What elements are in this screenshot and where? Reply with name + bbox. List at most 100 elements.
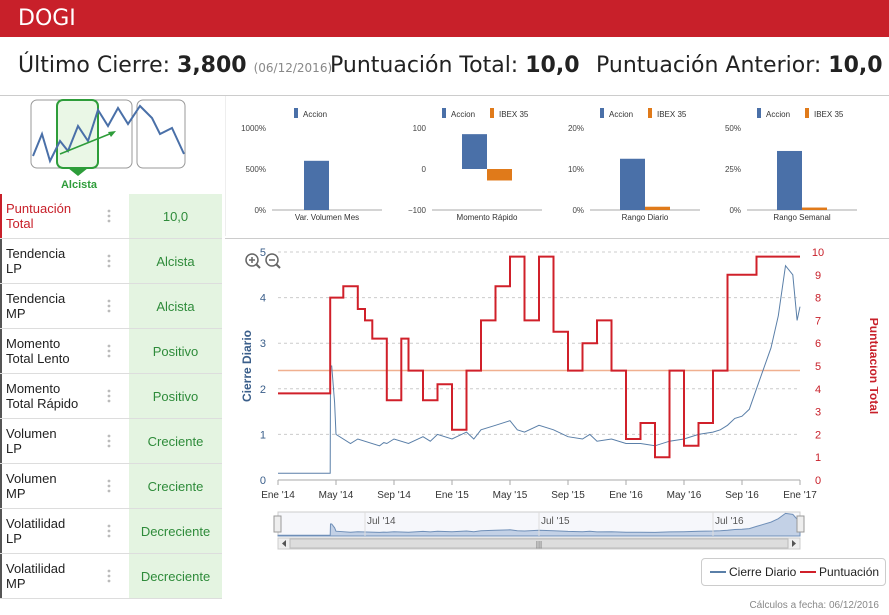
- scroll-right-icon[interactable]: [792, 540, 796, 547]
- zoom-in-icon[interactable]: [245, 253, 261, 269]
- navigator-tick: Jul '16: [715, 516, 744, 527]
- score-row[interactable]: Volumen MP Creciente: [0, 464, 222, 509]
- bar-accion: [462, 134, 487, 169]
- info-dots-icon[interactable]: [106, 298, 112, 314]
- y-left-tick: 3: [260, 338, 266, 350]
- y-right-title: Puntuacion Total: [867, 318, 878, 414]
- legend-score-label[interactable]: Puntuación: [819, 565, 880, 579]
- score-name-line1: Momento: [6, 381, 61, 396]
- legend-swatch: [600, 108, 604, 118]
- prev-score: Puntuación Anterior: 10,0: [596, 53, 883, 78]
- score-name-line1: Volatilidad: [6, 516, 66, 531]
- info-dots-icon[interactable]: [106, 208, 112, 224]
- score-name: Momento Total Lento: [0, 329, 124, 373]
- zoom-out-icon[interactable]: [265, 253, 281, 269]
- score-name: Momento Total Rápido: [0, 374, 124, 418]
- legend-swatch: [442, 108, 446, 118]
- y-tick-label: 10%: [568, 165, 584, 174]
- prev-score-value: 10,0: [828, 53, 883, 78]
- score-name-line2: Total: [6, 216, 34, 231]
- zoom-in-lens: [245, 253, 259, 267]
- scroll-left-icon[interactable]: [282, 540, 286, 547]
- y-right-tick: 6: [815, 338, 821, 350]
- info-dots-icon[interactable]: [106, 523, 112, 539]
- mini-chart-svg: Accion IBEX 35 100 0 −100 Momento Rápido: [408, 108, 542, 222]
- total-score-value: 10,0: [525, 53, 580, 78]
- bar-accion: [304, 160, 329, 210]
- y-right-tick: 7: [815, 315, 821, 327]
- navigator-handle-left[interactable]: [273, 515, 282, 533]
- legend-price-label[interactable]: Cierre Diario: [729, 565, 797, 579]
- score-row[interactable]: Tendencia MP Alcista: [0, 284, 222, 329]
- info-dots-icon[interactable]: [106, 388, 112, 404]
- mini-chart-svg: Accion IBEX 35 20% 10% 0% Rango Diario: [568, 108, 700, 222]
- summary-bar: Último Cierre: 3,800 (06/12/2016) Puntua…: [0, 37, 889, 96]
- score-name-line2: Total Lento: [6, 351, 70, 366]
- navigator-handle-right[interactable]: [796, 515, 805, 533]
- score-series-line: [278, 255, 800, 459]
- y-tick-label: 0%: [254, 206, 266, 215]
- x-tick-label: Ene '15: [435, 490, 469, 501]
- score-value: Creciente: [129, 464, 222, 508]
- legend-swatch: [757, 108, 761, 118]
- legend-swatch: [805, 108, 809, 118]
- y-right-tick: 9: [815, 270, 821, 282]
- score-name: Puntuación Total: [0, 194, 124, 238]
- x-tick-label: Sep '14: [377, 490, 411, 501]
- score-value: Creciente: [129, 419, 222, 463]
- x-tick-label: Ene '14: [261, 490, 295, 501]
- last-close-label: Último Cierre:: [18, 53, 171, 78]
- score-value: Decreciente: [129, 509, 222, 553]
- score-row[interactable]: Volumen LP Creciente: [0, 419, 222, 464]
- score-value: Alcista: [129, 239, 222, 283]
- zoom-out-lens: [265, 253, 279, 267]
- main-legend[interactable]: Cierre Diario Puntuación: [701, 558, 886, 586]
- legend-swatch: [294, 108, 298, 118]
- x-tick-label: Ene '17: [783, 490, 817, 501]
- y-left-tick: 2: [260, 384, 266, 396]
- score-name-line2: MP: [6, 576, 26, 591]
- app-title: DOGI: [18, 6, 76, 31]
- score-name: Volatilidad LP: [0, 509, 124, 553]
- y-right-tick: 4: [815, 384, 821, 396]
- bar-accion: [777, 150, 802, 210]
- y-right-tick: 2: [815, 429, 821, 441]
- legend-label: Accion: [303, 110, 327, 119]
- y-left-tick: 0: [260, 475, 266, 487]
- zoom-out-handle: [275, 263, 281, 269]
- mini-chart-svg: Accion IBEX 35 50% 25% 0% Rango Semanal: [725, 108, 857, 222]
- main-chart-svg: 0 1 2 3 4 5 0 1 2 3 4 5 6 7 8 9 10 Cierre Diario Puntuacio…: [240, 247, 881, 550]
- main-chart: 0 1 2 3 4 5 0 1 2 3 4 5 6 7 8 9 10 Cierre Diario Puntuacio…: [238, 240, 881, 560]
- score-value: Positivo: [129, 329, 222, 373]
- score-row[interactable]: Puntuación Total 10,0: [0, 194, 222, 239]
- score-row[interactable]: Momento Total Lento Positivo: [0, 329, 222, 374]
- x-tick-label: May '16: [667, 490, 702, 501]
- score-row[interactable]: Volatilidad LP Decreciente: [0, 509, 222, 554]
- last-close-date: (06/12/2016): [253, 61, 333, 75]
- x-tick-label: Sep '16: [725, 490, 759, 501]
- y-right-tick: 5: [815, 361, 821, 373]
- info-dots-icon[interactable]: [106, 253, 112, 269]
- score-row[interactable]: Momento Total Rápido Positivo: [0, 374, 222, 419]
- legend-swatch: [648, 108, 652, 118]
- y-right-tick: 3: [815, 407, 821, 419]
- info-dots-icon[interactable]: [106, 433, 112, 449]
- divider: [225, 96, 226, 236]
- zoom-in-handle: [255, 263, 261, 269]
- info-dots-icon[interactable]: [106, 343, 112, 359]
- score-row[interactable]: Volatilidad MP Decreciente: [0, 554, 222, 599]
- info-dots-icon[interactable]: [106, 568, 112, 584]
- y-left-tick: 1: [260, 429, 266, 441]
- score-row[interactable]: Tendencia LP Alcista: [0, 239, 222, 284]
- y-tick-label: 0%: [572, 206, 584, 215]
- y-right-tick: 8: [815, 293, 821, 305]
- y-tick-label: 500%: [246, 165, 266, 174]
- legend-price-swatch: [710, 571, 726, 573]
- category-label: Var. Volumen Mes: [295, 213, 359, 222]
- trend-label: Alcista: [61, 179, 98, 191]
- x-tick-label: May '14: [319, 490, 354, 501]
- bar-ibex-35: [802, 207, 827, 210]
- scrollbar-thumb[interactable]: [289, 538, 789, 549]
- last-close: Último Cierre: 3,800 (06/12/2016): [18, 53, 332, 78]
- info-dots-icon[interactable]: [106, 478, 112, 494]
